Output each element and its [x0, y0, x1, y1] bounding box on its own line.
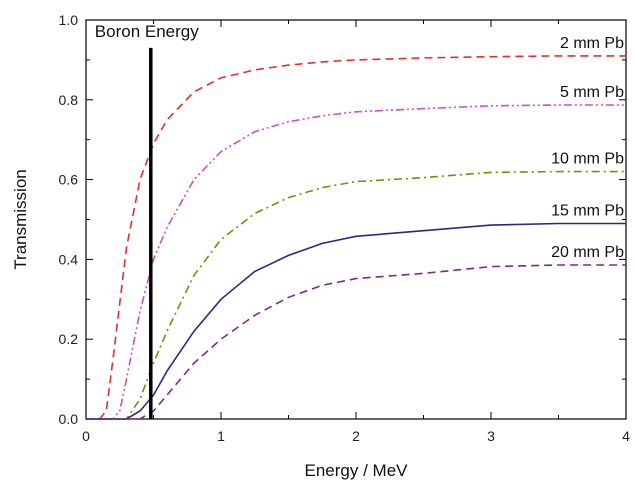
y-tick-label: 0.6	[59, 172, 79, 188]
series-line-20-mm-pb	[86, 264, 626, 420]
series-layer	[86, 55, 626, 420]
series-line-15-mm-pb	[86, 222, 626, 420]
labels-layer: 2 mm Pb 5 mm Pb 10 mm Pb 15 mm Pb 20 mm Pb Bo…	[95, 22, 624, 419]
series-label-5-mm-pb: 5 mm Pb	[560, 84, 624, 101]
x-tick-label: 0	[82, 428, 90, 444]
x-tick-label: 4	[622, 428, 630, 444]
x-tick-label: 3	[487, 428, 495, 444]
y-tick-label: 0.8	[59, 92, 79, 108]
x-tick-label: 1	[217, 428, 225, 444]
y-axis-title: Transmission	[11, 169, 30, 269]
series-line-10-mm-pb	[86, 170, 626, 420]
series-label-20-mm-pb: 20 mm Pb	[551, 244, 624, 261]
y-tick-label: 1.0	[59, 12, 79, 28]
series-label-10-mm-pb: 10 mm Pb	[551, 151, 624, 168]
series-line-2-mm-pb	[86, 55, 626, 420]
series-label-15-mm-pb: 15 mm Pb	[551, 202, 624, 219]
y-tick-label: 0.2	[59, 331, 79, 347]
series-line-5-mm-pb	[86, 104, 626, 420]
x-axis-title: Energy / MeV	[305, 461, 409, 480]
chart-axes: 0 1 2 3 4 0.0 0.2 0.4 0.6 0.8 1.0	[59, 12, 631, 444]
y-tick-label: 0.4	[59, 251, 79, 267]
series-label-2-mm-pb: 2 mm Pb	[560, 35, 624, 52]
x-tick-label: 2	[352, 428, 360, 444]
y-tick-label: 0.0	[59, 411, 79, 427]
boron-energy-label: Boron Energy	[95, 22, 199, 41]
plot-frame	[85, 19, 627, 420]
